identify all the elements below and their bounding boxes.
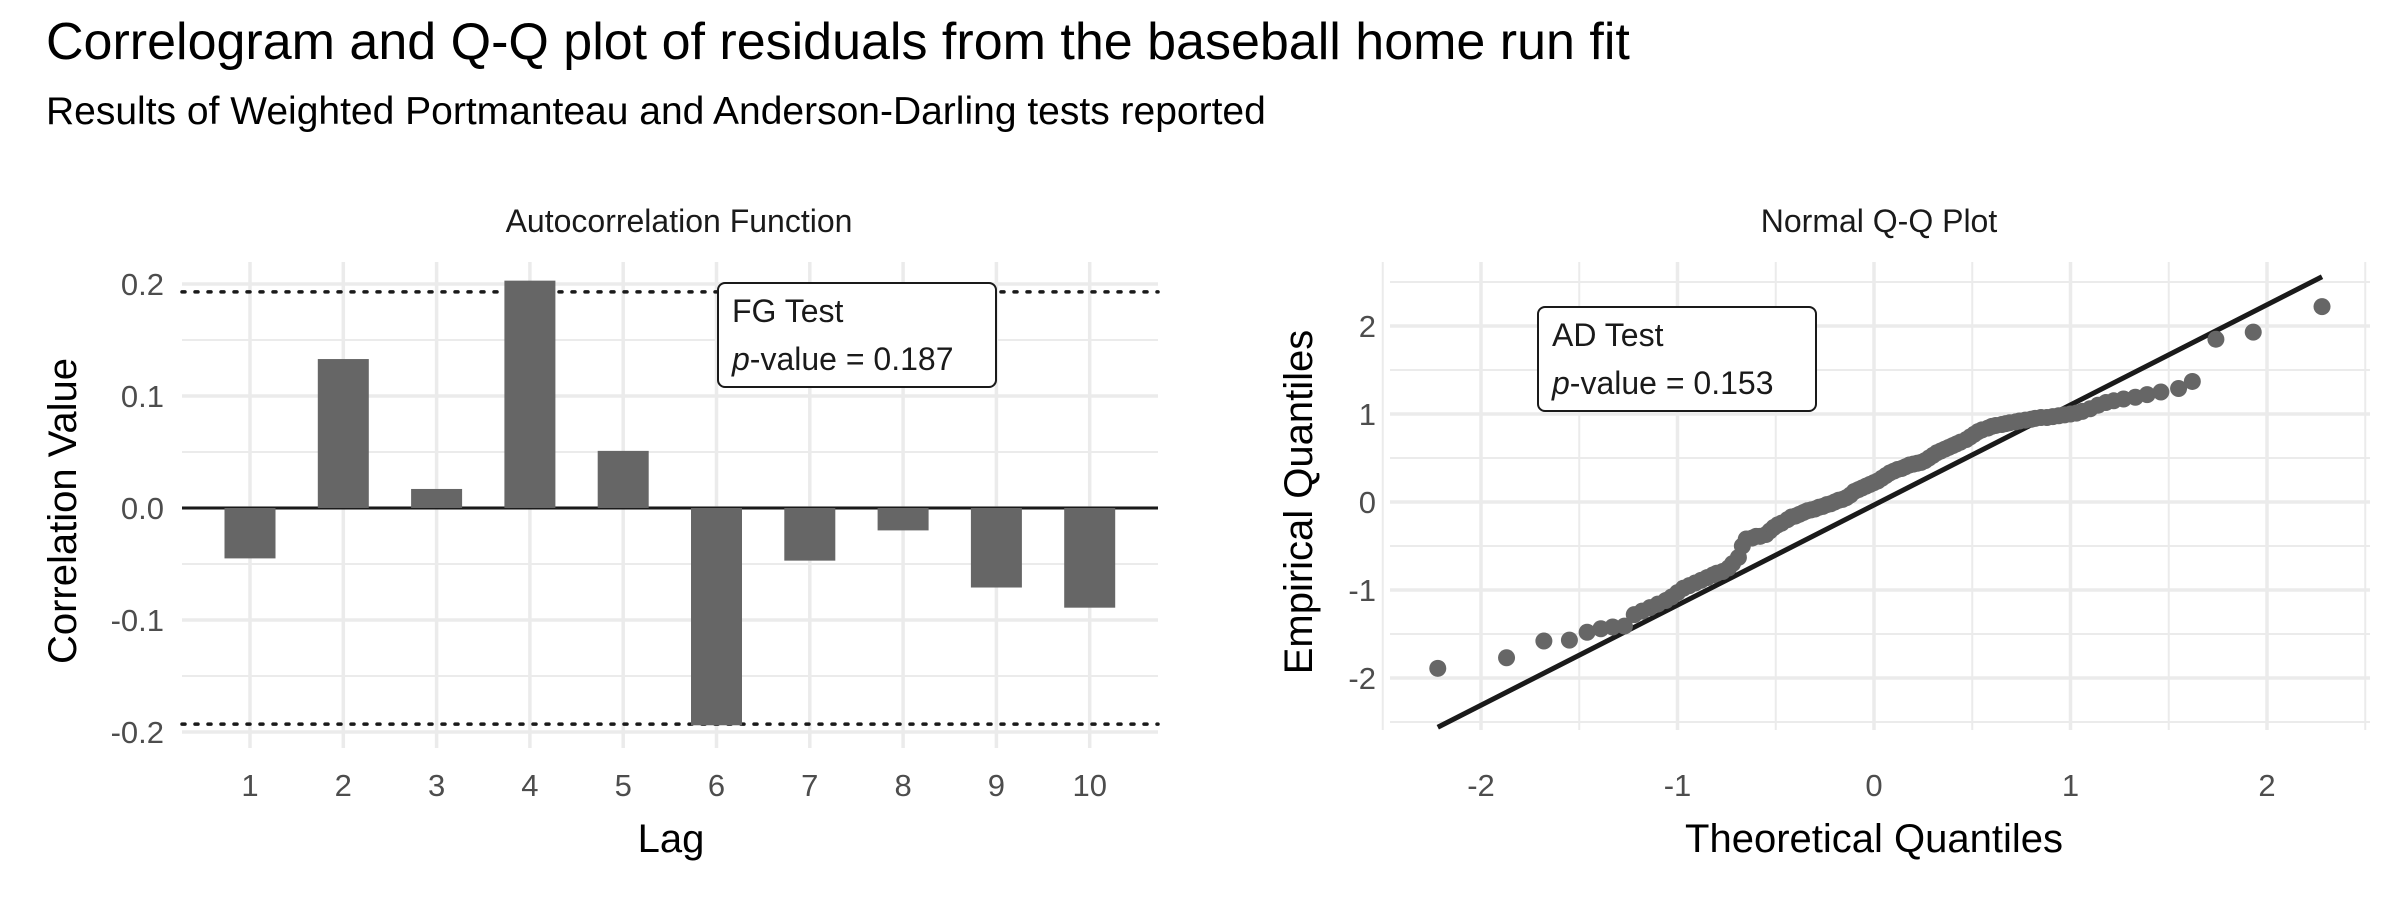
qq-gridlines xyxy=(1381,262,2370,730)
acf-x-tick-label: 7 xyxy=(801,768,818,803)
page-subtitle: Results of Weighted Portmanteau and Ande… xyxy=(46,90,1266,133)
qq-annotation-p: p xyxy=(1551,365,1570,401)
acf-y-tick-label: 0.2 xyxy=(121,267,164,302)
acf-bar xyxy=(877,508,929,531)
acf-x-tick-label: 9 xyxy=(988,768,1005,803)
qq-y-axis-title: Empirical Quantiles xyxy=(1277,330,1321,675)
qq-point xyxy=(2170,379,2188,397)
acf-x-tick-label: 1 xyxy=(241,768,258,803)
qq-point xyxy=(1429,659,1447,677)
acf-bar xyxy=(1064,508,1116,608)
qq-x-tick-label: 1 xyxy=(2062,768,2079,803)
acf-x-tick-label: 10 xyxy=(1072,768,1106,803)
qq-point xyxy=(1498,649,1516,667)
acf-bar xyxy=(317,359,369,508)
qq-point xyxy=(2207,330,2225,348)
qq-tick-labels: -2 -1 0 1 2 -2 -1 0 1 2 xyxy=(1348,309,2275,803)
acf-bar xyxy=(691,508,742,726)
acf-chart: Autocorrelation Function -0.2 -0.1 0.0 0.1 0… xyxy=(41,203,1160,861)
qq-annotation: AD Test p-value = 0.153 xyxy=(1537,306,1817,412)
acf-x-tick-label: 8 xyxy=(894,768,911,803)
page-title: Correlogram and Q-Q plot of residuals fr… xyxy=(46,13,1630,71)
acf-bar xyxy=(597,450,649,508)
qq-annotation-box xyxy=(1537,306,1817,412)
qq-point xyxy=(2138,386,2156,404)
acf-x-tick-label: 5 xyxy=(615,768,632,803)
acf-tick-labels: -0.2 -0.1 0.0 0.1 0.2 1 2 3 4 5 6 7 8 9 10 xyxy=(111,267,1107,803)
qq-point xyxy=(2313,298,2331,316)
qq-x-tick-label: 0 xyxy=(1865,768,1882,803)
qq-point xyxy=(1560,631,1578,649)
qq-x-tick-label: 2 xyxy=(2258,768,2275,803)
qq-annotation-test: AD Test xyxy=(1552,317,1664,353)
qq-y-tick-label: 1 xyxy=(1359,397,1376,432)
acf-x-axis-title: Lag xyxy=(638,817,705,861)
qq-x-axis-title: Theoretical Quantiles xyxy=(1685,817,2063,861)
acf-y-tick-label: -0.1 xyxy=(111,603,164,638)
acf-bar xyxy=(411,488,463,508)
acf-annotation-box xyxy=(717,282,997,388)
acf-annotation-pvalue: p-value = 0.187 xyxy=(731,341,954,377)
qq-point xyxy=(2183,372,2201,390)
acf-bars xyxy=(224,280,1116,726)
acf-x-tick-label: 3 xyxy=(428,768,445,803)
qq-y-tick-label: -1 xyxy=(1348,573,1376,608)
qq-annotation-pvalue-text: -value = 0.153 xyxy=(1570,365,1774,401)
qq-annotation-pvalue: p-value = 0.153 xyxy=(1551,365,1774,401)
qq-y-tick-label: 2 xyxy=(1359,309,1376,344)
acf-y-tick-label: 0.1 xyxy=(121,379,164,414)
acf-y-axis-title: Correlation Value xyxy=(41,358,85,664)
acf-annotation-test: FG Test xyxy=(732,293,844,329)
qq-reference-line-segment xyxy=(1436,274,2324,730)
qq-y-tick-label: 0 xyxy=(1359,485,1376,520)
acf-y-tick-label: 0.0 xyxy=(121,491,164,526)
acf-annotation-pvalue-text: -value = 0.187 xyxy=(750,341,954,377)
qq-points xyxy=(1429,298,2331,677)
acf-bar xyxy=(784,508,836,561)
acf-bar xyxy=(504,280,556,508)
acf-x-tick-label: 4 xyxy=(521,768,538,803)
qq-point xyxy=(1535,632,1553,650)
qq-y-tick-label: -2 xyxy=(1348,661,1376,696)
qq-reference-line xyxy=(1436,274,2324,730)
acf-bar xyxy=(224,508,276,559)
acf-bar xyxy=(970,508,1022,588)
acf-x-tick-label: 2 xyxy=(335,768,352,803)
qq-point xyxy=(2152,383,2170,401)
acf-panel-title: Autocorrelation Function xyxy=(506,203,853,239)
qq-point xyxy=(2244,323,2262,341)
qq-panel-title: Normal Q-Q Plot xyxy=(1761,203,1998,239)
acf-y-tick-label: -0.2 xyxy=(111,715,164,750)
qq-x-tick-label: -2 xyxy=(1467,768,1495,803)
qq-point xyxy=(1615,617,1633,635)
acf-x-tick-label: 6 xyxy=(708,768,725,803)
acf-annotation: FG Test p-value = 0.187 xyxy=(717,282,997,388)
qq-point xyxy=(1578,623,1596,641)
qq-x-tick-label: -1 xyxy=(1664,768,1692,803)
acf-annotation-p: p xyxy=(731,341,750,377)
